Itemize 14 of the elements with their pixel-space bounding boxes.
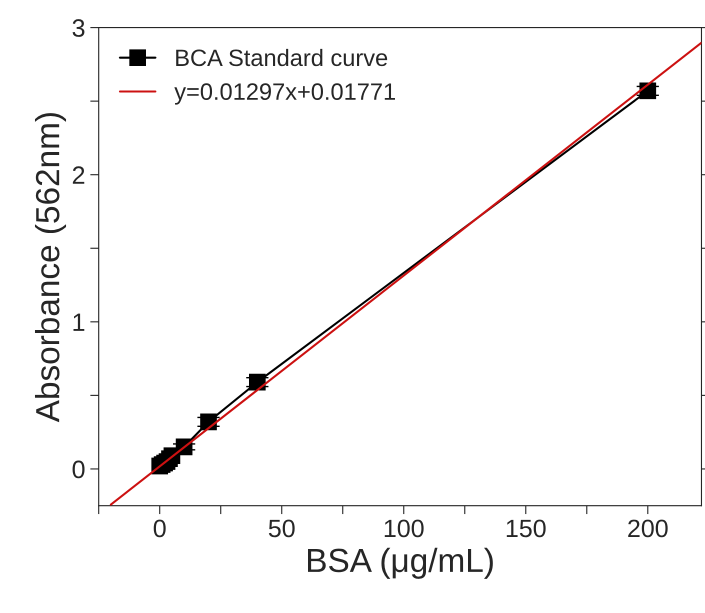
x-axis-title: BSA (μg/mL) bbox=[308, 548, 493, 579]
x-tick-label: 150 bbox=[506, 520, 546, 538]
legend-label: BCA Standard curve bbox=[176, 48, 388, 66]
x-tick-label: 200 bbox=[628, 520, 668, 538]
x-tick-label: 100 bbox=[384, 520, 424, 538]
y-tick-label: 2 bbox=[72, 166, 84, 184]
x-tick-label: 50 bbox=[268, 520, 295, 538]
x-tick-label: 0 bbox=[154, 520, 166, 538]
y-tick-label: 0 bbox=[72, 460, 85, 478]
point bbox=[248, 374, 266, 390]
y-tick-label: 3 bbox=[72, 19, 84, 37]
y-axis-title: Absorbance (562nm) bbox=[34, 113, 66, 422]
y-tick-label: 1 bbox=[74, 314, 84, 331]
legend-label: y=0.01297x+0.01771 bbox=[174, 83, 395, 105]
